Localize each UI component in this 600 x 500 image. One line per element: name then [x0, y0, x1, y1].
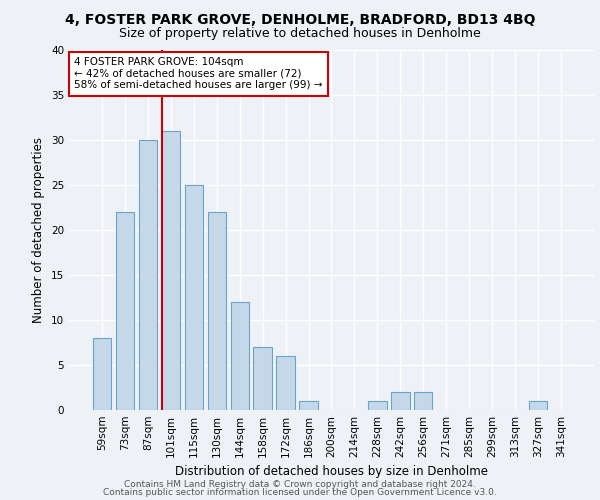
- Y-axis label: Number of detached properties: Number of detached properties: [32, 137, 46, 323]
- Text: 4, FOSTER PARK GROVE, DENHOLME, BRADFORD, BD13 4BQ: 4, FOSTER PARK GROVE, DENHOLME, BRADFORD…: [65, 12, 535, 26]
- Bar: [116, 212, 134, 410]
- Bar: [162, 131, 180, 410]
- Text: Contains public sector information licensed under the Open Government Licence v3: Contains public sector information licen…: [103, 488, 497, 497]
- X-axis label: Distribution of detached houses by size in Denholme: Distribution of detached houses by size …: [175, 466, 488, 478]
- Text: Contains HM Land Registry data © Crown copyright and database right 2024.: Contains HM Land Registry data © Crown c…: [124, 480, 476, 489]
- Bar: [414, 392, 433, 410]
- Bar: [368, 401, 386, 410]
- Bar: [529, 401, 547, 410]
- Bar: [253, 347, 272, 410]
- Bar: [299, 401, 318, 410]
- Bar: [185, 185, 203, 410]
- Text: 4 FOSTER PARK GROVE: 104sqm
← 42% of detached houses are smaller (72)
58% of sem: 4 FOSTER PARK GROVE: 104sqm ← 42% of det…: [74, 57, 323, 90]
- Bar: [391, 392, 410, 410]
- Bar: [230, 302, 249, 410]
- Bar: [208, 212, 226, 410]
- Text: Size of property relative to detached houses in Denholme: Size of property relative to detached ho…: [119, 28, 481, 40]
- Bar: [277, 356, 295, 410]
- Bar: [93, 338, 111, 410]
- Bar: [139, 140, 157, 410]
